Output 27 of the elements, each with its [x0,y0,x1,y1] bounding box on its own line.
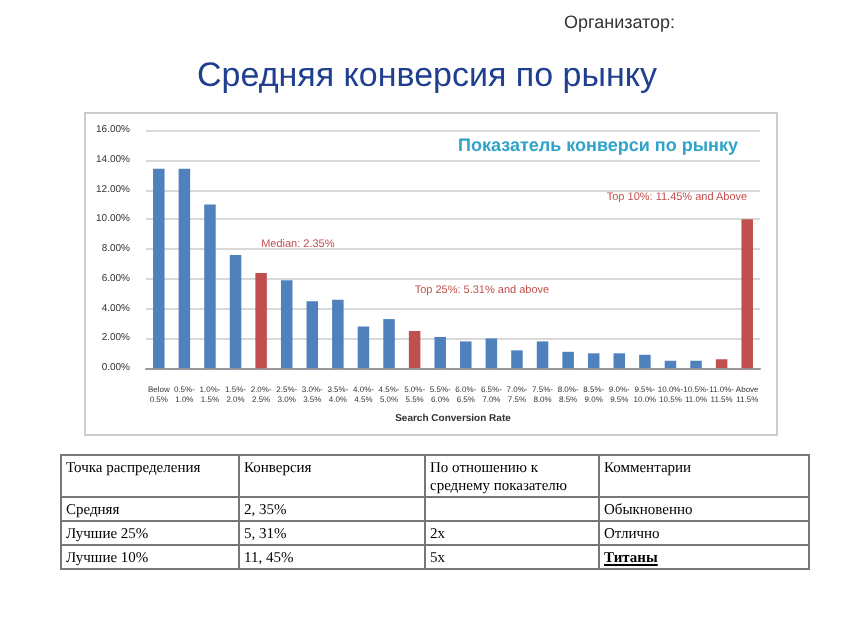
bar [460,341,472,369]
bar [153,168,165,369]
bar [536,341,549,369]
bar [434,336,446,369]
bar [229,255,242,369]
bar [383,319,395,369]
bar [639,354,651,369]
bar [690,360,702,369]
bar [408,330,421,369]
bar [715,359,728,369]
bar [178,168,191,369]
bar [664,360,677,369]
bar [511,350,523,369]
bar [357,326,370,369]
bar [562,351,574,369]
bar [255,272,267,369]
bar [485,338,498,369]
bar [332,299,344,369]
chart-subtitle: Показатель конверси по рынку [458,135,739,155]
bar [587,353,600,369]
chart-title: Средняя конверсия по рынку [195,56,659,96]
bar [306,301,319,369]
bar [613,353,626,369]
bar [741,219,753,369]
bar [204,204,216,369]
text: Организатор: [564,12,676,32]
bar [280,280,293,369]
